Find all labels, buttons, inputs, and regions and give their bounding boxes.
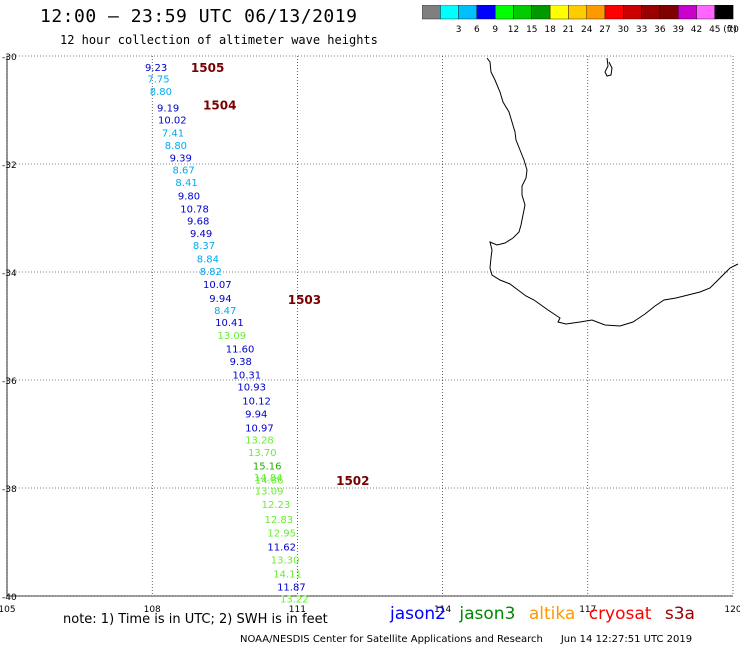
time-label: 1504 <box>203 99 236 113</box>
satellite-jason3: jason3 <box>459 604 516 624</box>
wave-height-value: 8.47 <box>214 306 236 317</box>
satellite-jason2: jason2 <box>390 604 446 624</box>
wave-height-value: 12.95 <box>267 528 296 539</box>
credit-timestamp: Jun 14 12:27:51 UTC 2019 <box>560 634 693 645</box>
legend-tick-label: 12 <box>508 25 519 35</box>
hour-time-labels: 1505 1504 1503 1502 <box>191 61 370 488</box>
wave-height-value: 8.67 <box>173 165 195 176</box>
latitude-tick-label: -32 <box>2 161 17 171</box>
wave-height-value: 8.82 <box>200 267 222 278</box>
wave-height-value: 11.60 <box>226 345 255 356</box>
wave-height-value: 9.38 <box>230 357 252 368</box>
coastal-island <box>604 57 613 77</box>
wave-height-value: 7.75 <box>147 75 169 86</box>
latitude-tick-label: -38 <box>2 485 17 495</box>
wave-height-value: 12.83 <box>264 515 293 526</box>
wave-height-value: 13.09 <box>218 331 247 342</box>
legend-tick-label: 21 <box>563 25 574 35</box>
legend-tick-label: 18 <box>544 25 556 35</box>
latitude-tick-label: -30 <box>2 53 17 63</box>
wave-height-value: 10.07 <box>203 280 232 291</box>
legend-tick-label: 70 <box>727 25 739 35</box>
longitude-tick-label: 117 <box>579 605 596 615</box>
wave-height-value: 13.70 <box>248 448 277 459</box>
wave-height-color-legend: 3 6 9 12 15 18 21 24 27 30 33 36 39 42 45 70(ft) <box>422 5 739 35</box>
longitude-tick-label: 111 <box>289 605 306 615</box>
time-label: 1503 <box>288 293 321 307</box>
satellite-s3a: s3a <box>664 604 695 624</box>
wave-height-value: 14.11 <box>273 569 302 580</box>
wave-height-value: 10.78 <box>180 204 209 215</box>
wave-height-value: 14.86 <box>255 475 284 486</box>
map-title: 12:00 – 23:59 UTC 06/13/2019 <box>40 6 358 27</box>
wave-height-value: 12.23 <box>262 500 291 511</box>
legend-tick-label: 30 <box>618 25 630 35</box>
legend-tick-label: 42 <box>691 25 702 35</box>
wave-height-value: 11.87 <box>277 582 306 593</box>
longitude-tick-label: 108 <box>144 605 161 615</box>
time-label: 1502 <box>336 474 369 488</box>
wave-height-value: 9.68 <box>187 217 209 228</box>
wave-height-value: 9.19 <box>157 103 179 114</box>
wave-height-value: 8.37 <box>193 241 215 252</box>
sw-australia-coastline <box>486 57 739 327</box>
wave-height-value: 15.16 <box>253 461 282 472</box>
wave-height-value: 13.28 <box>245 435 274 446</box>
wave-height-value: 10.41 <box>215 318 244 329</box>
wave-height-value: 8.80 <box>150 87 172 98</box>
legend-tick-label: 27 <box>599 25 610 35</box>
wave-height-value: 9.94 <box>209 294 231 305</box>
axis-tick-labels: -30 -32 -34 -36 -38 -40 105 108 111 114 117 120 <box>0 53 740 615</box>
longitude-tick-label: 120 <box>724 605 740 615</box>
legend-swatch <box>714 5 734 20</box>
footer-note: note: 1) Time is in UTC; 2) SWH is in fe… <box>63 612 328 627</box>
wave-height-value: 7.41 <box>162 129 184 140</box>
satellite-cryosat: cryosat <box>588 604 652 624</box>
wave-height-value: 11.62 <box>267 542 296 553</box>
legend-tick-label: 3 <box>456 25 462 35</box>
wave-height-value: 9.39 <box>170 154 192 165</box>
legend-tick-label: 45 <box>709 25 720 35</box>
credit-agency: NOAA/NESDIS Center for Satellite Applica… <box>240 634 543 645</box>
legend-tick-label: 24 <box>581 25 593 35</box>
legend-tick-label: 33 <box>636 25 647 35</box>
longitude-tick-label: 105 <box>0 605 16 615</box>
wave-height-value: 9.49 <box>190 229 212 240</box>
wave-height-value: 8.84 <box>197 255 219 266</box>
wave-height-value: 8.41 <box>175 178 197 189</box>
lat-lon-grid <box>6 55 734 597</box>
wave-height-value: 10.93 <box>237 382 266 393</box>
map-subtitle: 12 hour collection of altimeter wave hei… <box>60 33 378 47</box>
legend-tick-label: 39 <box>672 25 684 35</box>
latitude-tick-label: -40 <box>2 593 17 603</box>
legend-unit: (ft) <box>723 25 737 35</box>
australia-coastline <box>486 57 739 327</box>
wave-height-value: 9.23 <box>145 63 167 74</box>
longitude-tick-label: 114 <box>434 605 451 615</box>
wave-height-value: 10.02 <box>158 116 187 127</box>
credit-line: NOAA/NESDIS Center for Satellite Applica… <box>240 634 692 645</box>
latitude-tick-label: -34 <box>2 269 17 279</box>
legend-tick-label: 36 <box>654 25 666 35</box>
wave-height-value: 9.94 <box>245 409 267 420</box>
latitude-tick-label: -36 <box>2 377 17 387</box>
wave-height-value: 8.80 <box>165 141 187 152</box>
wave-height-value: 13.22 <box>280 595 309 606</box>
legend-tick-label: 15 <box>526 25 537 35</box>
wave-height-value: 13.30 <box>271 555 300 566</box>
wave-height-value: 10.31 <box>233 371 262 382</box>
wave-height-value: 13.09 <box>255 487 284 498</box>
wave-height-value: 10.12 <box>242 397 271 408</box>
wave-height-value: 14.84 <box>254 473 283 484</box>
wave-height-observations: 9.237.758.809.1910.027.418.809.398.678.4… <box>145 63 309 606</box>
wave-height-value: 9.80 <box>178 191 200 202</box>
legend-tick-label: 6 <box>474 25 480 35</box>
satellite-altika: altika <box>528 604 576 624</box>
satellite-legend: jason2 jason3 altika cryosat s3a <box>390 604 703 624</box>
wave-height-value: 10.97 <box>245 424 274 435</box>
time-label: 1505 <box>191 61 224 75</box>
legend-tick-label: 9 <box>492 25 498 35</box>
